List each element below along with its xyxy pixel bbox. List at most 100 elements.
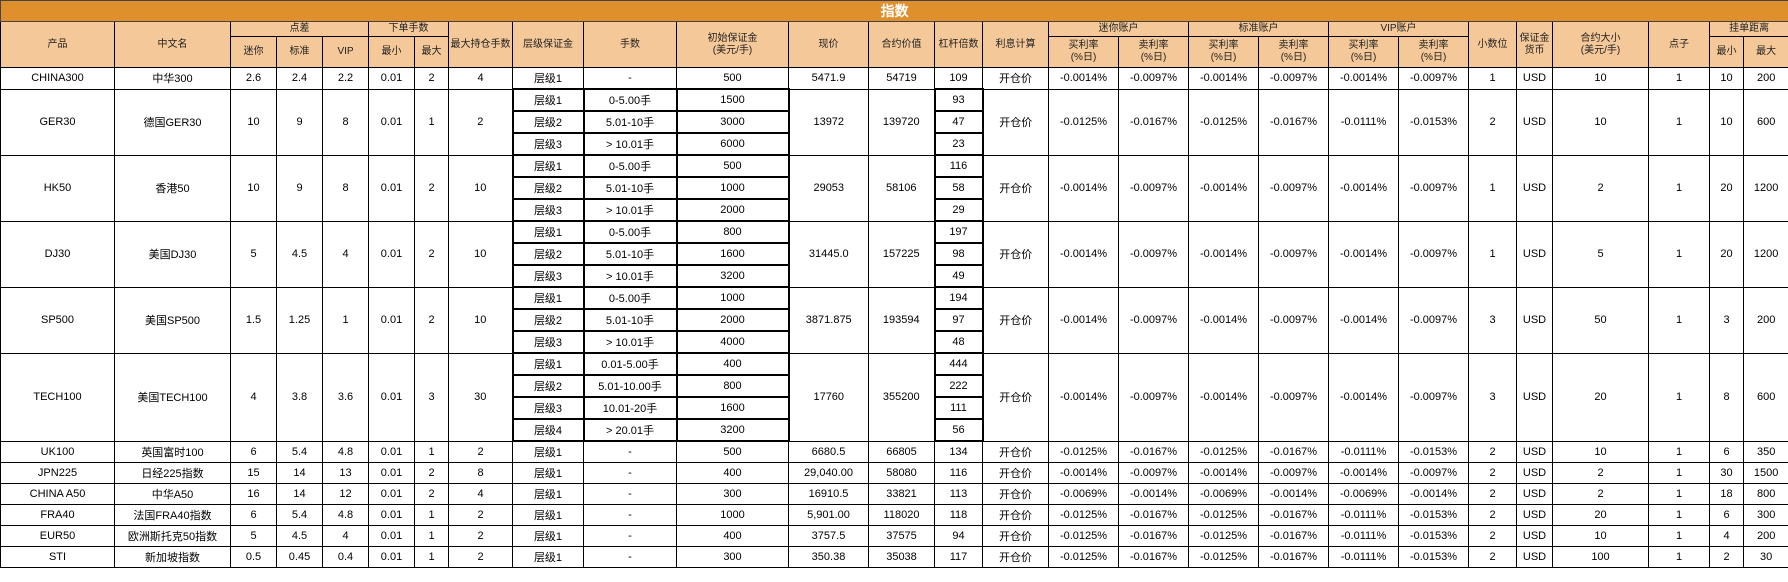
spread-mini-cell: 10 [230, 154, 277, 222]
lots-max-cell: 2 [414, 154, 449, 222]
header-spread-std: 标准 [276, 36, 323, 68]
contract-size-cell: 50 [1552, 286, 1649, 354]
interest-calc-cell: 开仓价 [982, 504, 1049, 526]
lots-max-cell: 2 [414, 462, 449, 484]
tier-lots-cell: 5.01-10手 [582, 176, 678, 200]
pip-cell: 1 [1648, 483, 1710, 505]
initial-margin-cell: 800 [675, 220, 790, 244]
spread-mini-cell: 5 [230, 525, 277, 547]
margin-currency-cell: USD [1516, 440, 1553, 463]
vip-sell-rate-cell: -0.0097% [1398, 67, 1469, 90]
cn-name-cell: 新加坡指数 [114, 546, 231, 568]
dist-min-cell: 10 [1709, 88, 1744, 156]
leverage-cell: 194 [933, 286, 984, 310]
margin-currency-cell: USD [1516, 286, 1553, 354]
initial-margin-cell: 400 [675, 352, 790, 376]
std-sell-rate-cell: -0.0097% [1258, 286, 1329, 354]
spread-mini-cell: 5 [230, 220, 277, 288]
decimals-cell: 2 [1468, 88, 1517, 156]
leverage-cell: 48 [933, 330, 984, 354]
tier-lots-cell: - [583, 546, 677, 568]
cn-name-cell: 美国DJ30 [114, 220, 231, 288]
spread-mini-cell: 6 [230, 440, 277, 463]
cn-name-cell: 中华A50 [114, 483, 231, 505]
tier-cell: 层级4 [511, 418, 585, 442]
contract-value-cell: 54719 [868, 67, 935, 90]
initial-margin-cell: 1000 [675, 286, 790, 310]
decimals-cell: 1 [1468, 67, 1517, 90]
max-position-cell: 30 [448, 352, 513, 442]
dist-min-cell: 8 [1709, 352, 1744, 442]
initial-margin-cell: 800 [675, 374, 790, 398]
std-sell-rate-cell: -0.0167% [1258, 440, 1329, 463]
table-row: 层级4 > 20.01手 3200 56 [1, 418, 1788, 442]
decimals-cell: 2 [1468, 525, 1517, 547]
tier-cell: 层级1 [511, 220, 585, 244]
std-buy-rate-cell: -0.0125% [1188, 440, 1259, 463]
spread-std-cell: 0.45 [276, 546, 323, 568]
contract-value-cell: 58106 [868, 154, 935, 222]
table-title: 指数 [0, 0, 1788, 22]
vip-sell-rate-cell: -0.0153% [1398, 88, 1469, 156]
lots-min-cell: 0.01 [368, 504, 415, 526]
spread-mini-cell: 2.6 [230, 67, 277, 90]
spread-mini-cell: 10 [230, 88, 277, 156]
lots-max-cell: 2 [414, 286, 449, 354]
cn-name-cell: 欧洲斯托克50指数 [114, 525, 231, 547]
tier-cell: 层级1 [512, 440, 584, 463]
leverage-cell: 111 [933, 396, 984, 420]
header-max-position: 最大持仓手数 [448, 21, 513, 68]
price-cell: 6680.5 [788, 440, 869, 463]
contract-size-cell: 20 [1552, 504, 1649, 526]
lots-min-cell: 0.01 [368, 286, 415, 354]
lots-min-cell: 0.01 [368, 440, 415, 463]
tier-cell: 层级3 [511, 264, 585, 288]
dist-min-cell: 6 [1709, 440, 1744, 463]
contract-value-cell: 58080 [868, 462, 935, 484]
tier-lots-cell: 5.01-10手 [582, 110, 678, 134]
table-row: EUR50 欧洲斯托克50指数 5 4.5 4 0.01 1 2 层级1-400 3757.5 37… [0, 525, 1788, 547]
decimals-cell: 1 [1468, 154, 1517, 222]
cn-name-cell: 美国SP500 [114, 286, 231, 354]
std-sell-rate-cell: -0.0167% [1258, 525, 1329, 547]
std-sell-rate-cell: -0.0167% [1258, 504, 1329, 526]
tier-cell: 层级3 [511, 330, 585, 354]
cn-name-cell: 香港50 [114, 154, 231, 222]
initial-margin-cell: 1000 [676, 504, 789, 526]
tier-lots-cell: 0.01-5.00手 [582, 352, 678, 376]
product-cell: DJ30 [0, 220, 115, 288]
vip-buy-rate-cell: -0.0014% [1328, 286, 1399, 354]
spread-vip-cell: 0.4 [322, 546, 369, 568]
contract-size-cell: 2 [1552, 154, 1649, 222]
contract-value-cell: 355200 [868, 352, 935, 442]
mini-buy-rate-cell: -0.0014% [1048, 154, 1119, 222]
lots-max-cell: 1 [414, 440, 449, 463]
header-std-buy: 买利率 (%日) [1188, 36, 1259, 68]
std-buy-rate-cell: -0.0014% [1188, 286, 1259, 354]
mini-sell-rate-cell: -0.0167% [1118, 546, 1189, 568]
tier-cell: 层级2 [511, 110, 585, 134]
max-position-cell: 2 [448, 546, 513, 568]
spread-vip-cell: 4 [322, 525, 369, 547]
price-cell: 31445.0 [788, 220, 869, 288]
margin-currency-cell: USD [1516, 88, 1553, 156]
vip-sell-rate-cell: -0.0153% [1398, 504, 1469, 526]
vip-sell-rate-cell: -0.0153% [1398, 440, 1469, 463]
vip-buy-rate-cell: -0.0014% [1328, 67, 1399, 90]
margin-currency-cell: USD [1516, 352, 1553, 442]
contract-size-cell: 10 [1552, 525, 1649, 547]
std-sell-rate-cell: -0.0097% [1258, 67, 1329, 90]
price-cell: 13972 [788, 88, 869, 156]
dist-min-cell: 20 [1709, 154, 1744, 222]
initial-margin-cell: 2000 [675, 198, 790, 222]
mini-buy-rate-cell: -0.0069% [1048, 483, 1119, 505]
max-position-cell: 4 [448, 483, 513, 505]
vip-buy-rate-cell: -0.0111% [1328, 440, 1399, 463]
mini-sell-rate-cell: -0.0014% [1118, 483, 1189, 505]
mini-sell-rate-cell: -0.0097% [1118, 462, 1189, 484]
table-row: FRA40 法国FRA40指数 6 5.4 4.8 0.01 1 2 层级1-1000 5,901… [0, 504, 1788, 526]
max-position-cell: 4 [448, 67, 513, 90]
tier-cell: 层级2 [511, 242, 585, 266]
spread-std-cell: 3.8 [276, 352, 323, 442]
vip-buy-rate-cell: -0.0111% [1328, 504, 1399, 526]
